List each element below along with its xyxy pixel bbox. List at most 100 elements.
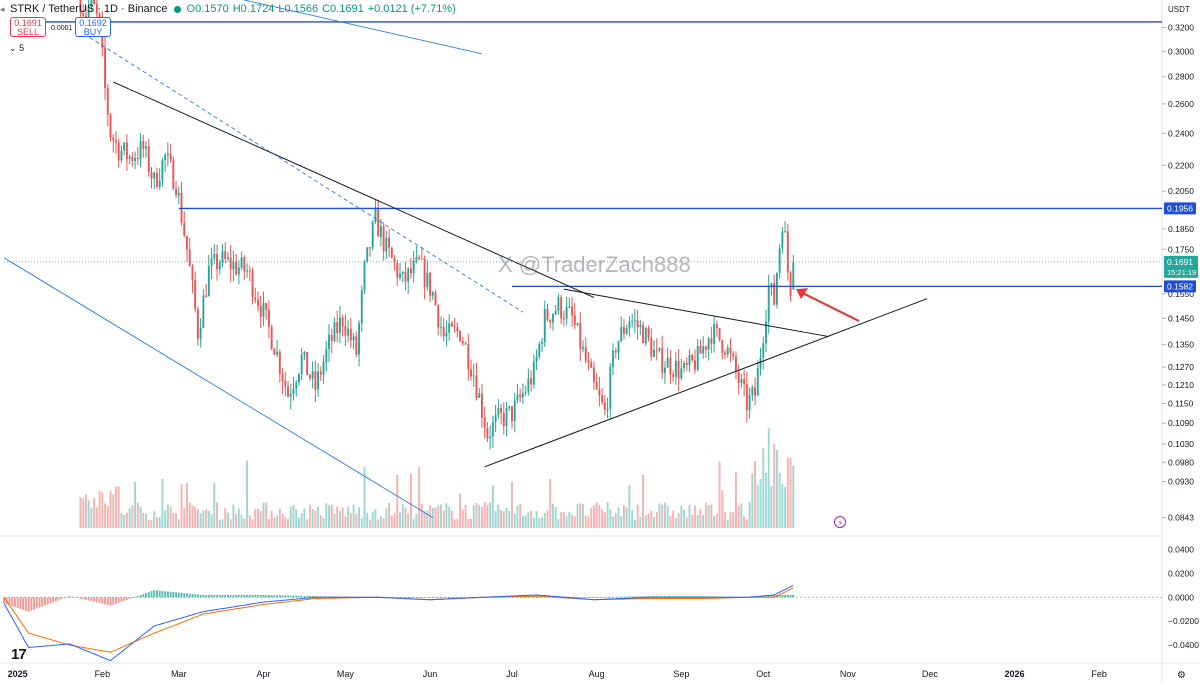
candle-body — [601, 395, 604, 403]
volume-bar — [369, 519, 371, 528]
macd-histogram-bar — [450, 597, 453, 598]
price-tick-label: 0.2400 — [1168, 128, 1194, 138]
macd-histogram-bar — [13, 597, 16, 608]
candle-body — [505, 407, 508, 426]
volume-bar — [338, 510, 341, 528]
volume-bar — [363, 467, 366, 528]
macd-histogram-bar — [535, 596, 538, 598]
macd-histogram-bar — [666, 596, 669, 598]
macd-histogram-bar — [128, 597, 131, 599]
macd-histogram-bar — [311, 596, 314, 598]
volume-bar — [631, 509, 634, 528]
candle-body — [612, 350, 614, 367]
volume-bar — [784, 487, 787, 528]
candle-body — [218, 262, 221, 270]
candle-body — [524, 391, 527, 394]
candle-body — [756, 368, 759, 396]
indicators-toggle[interactable]: ⌄ 5 — [9, 43, 24, 54]
volume-bar — [775, 449, 778, 528]
volume-bar — [169, 506, 172, 528]
tradingview-logo-icon[interactable]: 17 — [11, 646, 27, 663]
volume-bar — [104, 503, 107, 528]
macd-histogram-bar — [267, 595, 270, 598]
candle-body — [191, 266, 194, 281]
volume-bar — [450, 510, 453, 528]
volume-bar — [161, 478, 164, 528]
volume-bar — [521, 515, 524, 528]
volume-bar — [505, 508, 508, 528]
volume-bar — [494, 510, 497, 528]
volume-bar — [259, 510, 262, 528]
candle-body — [767, 285, 770, 322]
macd-histogram-bar — [765, 595, 767, 598]
collapse-arrow-icon[interactable]: ◂ — [0, 4, 5, 14]
volume-bar — [196, 508, 199, 528]
candle-body — [532, 361, 535, 385]
price-tick-label: 0.3000 — [1168, 46, 1194, 56]
candle-body — [579, 323, 582, 350]
volume-bar — [325, 503, 328, 528]
symbol-title[interactable]: STRK / TetherUS · 1D · Binance — [10, 3, 168, 15]
volume-bar — [254, 508, 257, 528]
buy-button[interactable]: 0.1692 BUY — [75, 17, 111, 37]
macd-histogram-bar — [571, 596, 574, 598]
volume-bar — [112, 494, 115, 528]
candle-body — [106, 88, 109, 115]
macd-histogram-bar — [317, 596, 320, 598]
macd-histogram-bar — [224, 594, 227, 598]
candle-body — [546, 308, 549, 320]
volume-bar — [437, 505, 440, 528]
macd-histogram-bar — [147, 592, 150, 598]
candle-body — [511, 406, 513, 422]
candle-body — [399, 273, 401, 278]
macd-histogram-bar — [27, 597, 30, 612]
macd-histogram-bar — [188, 593, 191, 598]
candle-body — [136, 158, 139, 160]
macd-histogram-bar — [68, 596, 71, 598]
volume-bar — [470, 518, 472, 528]
volume-bar — [267, 519, 270, 528]
candle-body — [472, 375, 475, 377]
candle-body — [401, 271, 404, 274]
macd-histogram-bar — [579, 597, 582, 598]
candle-body — [123, 142, 126, 151]
macd-histogram-bar — [270, 595, 273, 598]
macd-histogram-bar — [409, 597, 412, 598]
candle-body — [423, 258, 426, 288]
candle-body — [254, 297, 257, 300]
macd-histogram-bar — [166, 591, 169, 598]
candle-body — [707, 338, 710, 350]
macd-histogram-bar — [246, 594, 249, 598]
macd-histogram-bar — [257, 594, 259, 598]
volume-bar — [407, 513, 410, 528]
ohlc-change: +0.0121 (+7.71%) — [367, 3, 456, 15]
candle-body — [729, 347, 732, 354]
candle-body — [715, 324, 718, 328]
macd-histogram-bar — [93, 597, 96, 602]
volume-bar — [543, 512, 546, 528]
volume-bar — [532, 517, 535, 528]
candle-body — [562, 318, 565, 320]
volume-bar — [748, 502, 751, 528]
macd-histogram-bar — [319, 596, 322, 598]
sell-button[interactable]: 0.1691 SELL — [10, 17, 46, 37]
candle-body — [470, 369, 472, 377]
macd-histogram-bar — [191, 593, 194, 598]
volume-bar — [511, 481, 513, 528]
volume-bar — [639, 517, 642, 528]
trendline — [563, 288, 829, 338]
candle-body — [409, 268, 412, 274]
volume-bar — [707, 505, 710, 528]
macd-histogram-bar — [205, 594, 208, 598]
macd-histogram-bar — [229, 594, 232, 598]
volume-bar — [674, 518, 677, 528]
macd-histogram-bar — [399, 597, 401, 598]
time-tick-label: Jul — [506, 669, 518, 679]
candle-body — [724, 352, 726, 355]
volume-bar — [778, 472, 781, 528]
indicator-count: 5 — [19, 43, 25, 53]
candle-body — [224, 251, 227, 260]
candle-body — [456, 327, 459, 332]
candle-body — [666, 357, 669, 368]
